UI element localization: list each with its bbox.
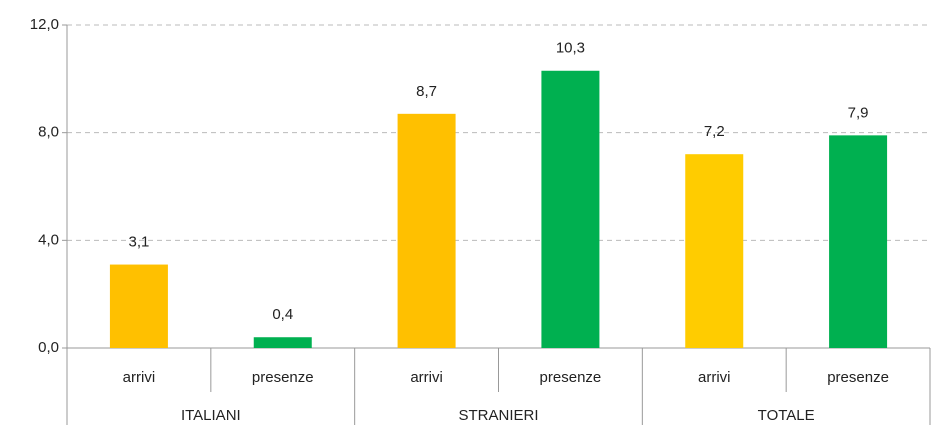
group-label: ITALIANI — [181, 407, 241, 424]
x-tick-label: presenze — [540, 369, 602, 386]
y-tick-label: 8,0 — [38, 124, 59, 141]
bar — [541, 70, 600, 348]
value-label: 8,7 — [416, 83, 437, 100]
group-label: STRANIERI — [458, 407, 538, 424]
x-tick-label: arrivi — [698, 369, 731, 386]
value-label: 7,2 — [704, 123, 725, 140]
value-label: 0,4 — [272, 306, 293, 323]
bar — [109, 264, 168, 348]
x-tick-label: arrivi — [410, 369, 443, 386]
y-tick-label: 0,0 — [38, 339, 59, 356]
y-tick-label: 12,0 — [30, 16, 59, 33]
bar — [685, 154, 744, 348]
group-label: TOTALE — [758, 407, 815, 424]
value-label: 3,1 — [128, 234, 149, 251]
y-tick-label: 4,0 — [38, 231, 59, 248]
x-tick-label: presenze — [827, 369, 889, 386]
value-label: 10,3 — [556, 40, 585, 57]
bar — [829, 135, 888, 348]
x-tick-label: arrivi — [123, 369, 156, 386]
bar — [397, 113, 456, 348]
bar — [253, 337, 312, 348]
x-tick-label: presenze — [252, 369, 314, 386]
value-label: 7,9 — [848, 104, 869, 121]
